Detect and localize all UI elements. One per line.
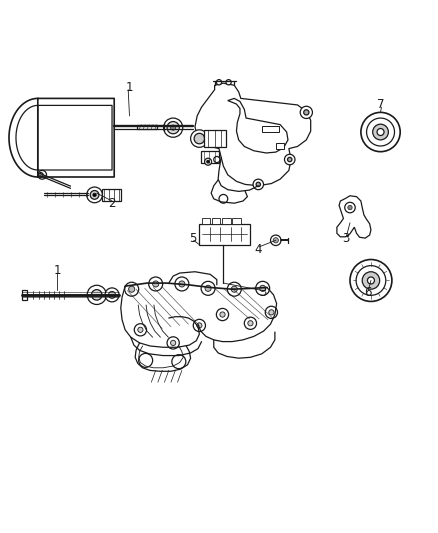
Circle shape [288, 157, 292, 161]
Circle shape [367, 277, 374, 284]
Circle shape [152, 281, 159, 287]
Circle shape [194, 133, 205, 144]
Polygon shape [199, 224, 250, 245]
Text: 5: 5 [189, 232, 197, 245]
Circle shape [125, 282, 139, 296]
Circle shape [253, 179, 264, 190]
Circle shape [345, 203, 355, 213]
Circle shape [179, 281, 185, 287]
Text: 1: 1 [54, 264, 61, 277]
Polygon shape [201, 151, 219, 163]
Circle shape [163, 118, 183, 138]
Polygon shape [262, 126, 279, 132]
Circle shape [105, 288, 119, 302]
Circle shape [149, 277, 162, 291]
Circle shape [350, 260, 392, 302]
Circle shape [271, 235, 281, 246]
Circle shape [205, 285, 211, 292]
Text: 2: 2 [108, 197, 116, 209]
Circle shape [87, 285, 106, 304]
Circle shape [361, 112, 400, 152]
Polygon shape [276, 142, 284, 149]
Circle shape [138, 327, 143, 333]
Circle shape [260, 285, 266, 292]
Circle shape [216, 309, 229, 321]
Circle shape [219, 195, 228, 203]
Circle shape [216, 79, 222, 85]
Polygon shape [204, 130, 226, 147]
Text: 4: 4 [254, 243, 262, 255]
Circle shape [205, 158, 212, 165]
Circle shape [273, 238, 279, 243]
Circle shape [170, 125, 176, 130]
Circle shape [373, 124, 389, 140]
Circle shape [201, 281, 215, 295]
Circle shape [285, 154, 295, 165]
Circle shape [214, 157, 220, 163]
Text: 3: 3 [342, 232, 349, 245]
Polygon shape [21, 289, 27, 300]
Circle shape [362, 272, 380, 289]
Circle shape [139, 353, 152, 367]
Circle shape [256, 182, 261, 187]
Polygon shape [201, 219, 210, 224]
Polygon shape [232, 219, 241, 224]
Circle shape [134, 324, 147, 336]
Polygon shape [212, 219, 220, 224]
Circle shape [39, 173, 43, 177]
Text: 7: 7 [377, 99, 384, 111]
Circle shape [197, 323, 202, 328]
Circle shape [265, 306, 278, 318]
Circle shape [175, 277, 189, 291]
Circle shape [227, 282, 241, 296]
Circle shape [244, 317, 257, 329]
Circle shape [367, 118, 395, 146]
Circle shape [300, 106, 312, 118]
Text: 3: 3 [259, 286, 266, 299]
Circle shape [167, 122, 179, 134]
Circle shape [269, 310, 274, 315]
Circle shape [87, 187, 102, 203]
Circle shape [191, 130, 208, 147]
Circle shape [348, 205, 352, 210]
Circle shape [172, 354, 186, 369]
Circle shape [226, 79, 231, 85]
Circle shape [167, 337, 179, 349]
Circle shape [193, 319, 205, 332]
Polygon shape [138, 125, 156, 130]
Circle shape [207, 160, 209, 163]
Polygon shape [222, 219, 231, 224]
Circle shape [248, 321, 253, 326]
Circle shape [377, 128, 384, 135]
Circle shape [220, 312, 225, 317]
Text: 6: 6 [364, 286, 371, 299]
Circle shape [170, 340, 176, 345]
Text: 1: 1 [126, 81, 133, 94]
Circle shape [129, 286, 135, 292]
Circle shape [90, 190, 99, 199]
Circle shape [304, 110, 309, 115]
Circle shape [231, 286, 237, 292]
Circle shape [92, 289, 102, 300]
Circle shape [93, 193, 96, 197]
Polygon shape [102, 189, 121, 201]
Circle shape [256, 281, 270, 295]
Circle shape [356, 265, 386, 295]
Circle shape [38, 171, 46, 179]
Circle shape [109, 292, 116, 298]
